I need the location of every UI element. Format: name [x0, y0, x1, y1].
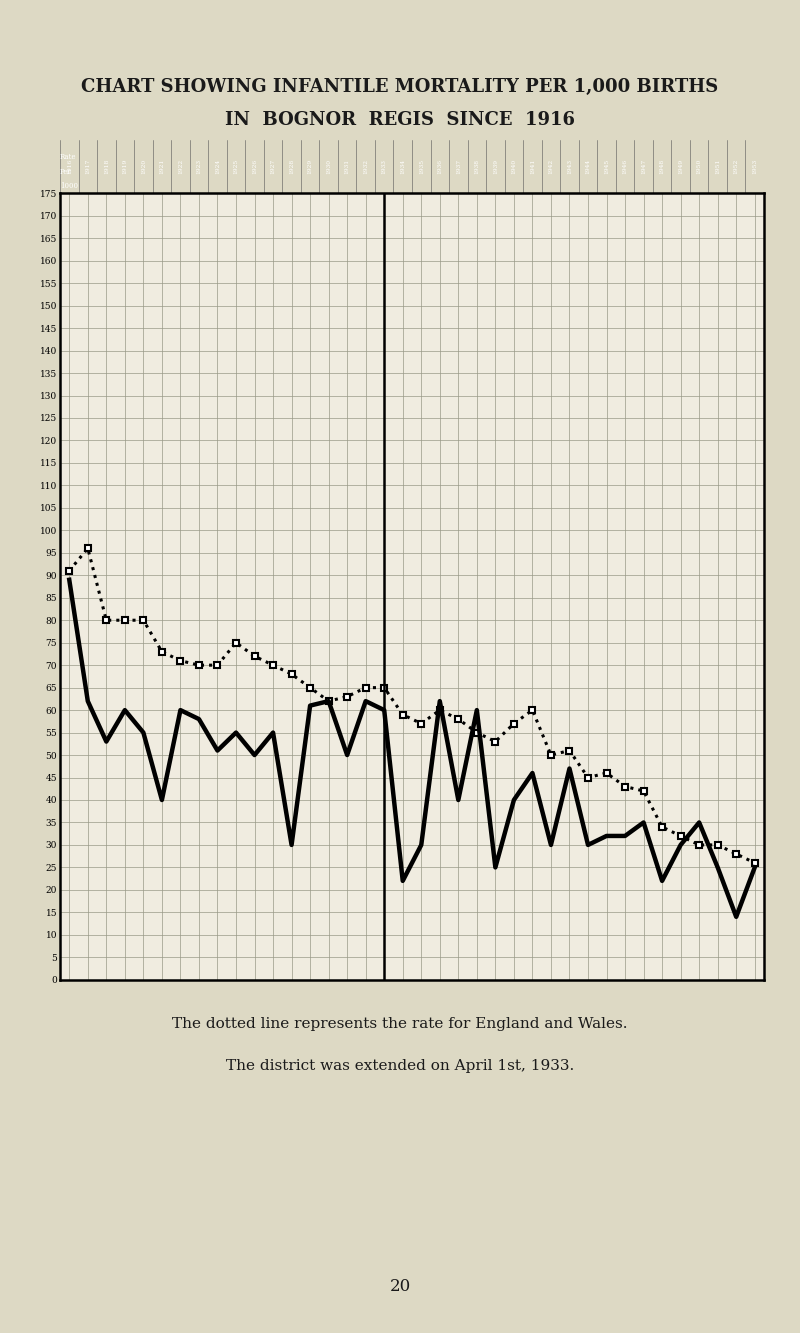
Text: 1916: 1916 [66, 159, 72, 175]
Text: 1934: 1934 [400, 159, 406, 175]
Text: 1929: 1929 [308, 159, 313, 175]
Text: 1925: 1925 [234, 159, 238, 175]
Text: The dotted line represents the rate for England and Wales.: The dotted line represents the rate for … [172, 1017, 628, 1030]
Text: 1935: 1935 [418, 159, 424, 175]
Text: 1933: 1933 [382, 159, 386, 175]
Text: 1922: 1922 [178, 159, 183, 175]
Text: 1952: 1952 [734, 159, 738, 175]
Text: 1941: 1941 [530, 159, 535, 175]
Text: 1938: 1938 [474, 159, 479, 175]
Text: 1926: 1926 [252, 159, 257, 175]
Text: 1917: 1917 [86, 159, 90, 175]
Text: 1946: 1946 [622, 159, 627, 175]
Text: 1939: 1939 [493, 159, 498, 175]
Text: 1943: 1943 [567, 159, 572, 175]
Text: 1945: 1945 [604, 159, 609, 175]
Text: 1928: 1928 [289, 159, 294, 175]
Text: 1942: 1942 [549, 159, 554, 175]
Text: 1930: 1930 [326, 159, 331, 175]
Text: The district was extended on April 1st, 1933.: The district was extended on April 1st, … [226, 1060, 574, 1073]
Text: 1918: 1918 [104, 159, 109, 175]
Text: 1924: 1924 [215, 159, 220, 175]
Text: 20: 20 [390, 1278, 410, 1294]
Text: Per: Per [60, 168, 72, 176]
Text: Rate: Rate [60, 153, 77, 161]
Text: IN  BOGNOR  REGIS  SINCE  1916: IN BOGNOR REGIS SINCE 1916 [225, 111, 575, 129]
Text: 1944: 1944 [586, 159, 590, 175]
Text: 1937: 1937 [456, 159, 461, 175]
Text: 1921: 1921 [159, 159, 164, 175]
Text: 1951: 1951 [715, 159, 720, 175]
Text: CHART SHOWING INFANTILE MORTALITY PER 1,000 BIRTHS: CHART SHOWING INFANTILE MORTALITY PER 1,… [82, 77, 718, 96]
Text: 1932: 1932 [363, 159, 368, 175]
Text: 1949: 1949 [678, 159, 683, 175]
Text: 1919: 1919 [122, 159, 127, 175]
Text: 1947: 1947 [641, 159, 646, 175]
Text: 1936: 1936 [438, 159, 442, 175]
Text: 1940: 1940 [511, 159, 516, 175]
Text: 1950: 1950 [697, 159, 702, 175]
Text: 1927: 1927 [270, 159, 275, 175]
Text: 1920: 1920 [141, 159, 146, 175]
Text: 1923: 1923 [197, 159, 202, 175]
Text: 1000: 1000 [60, 181, 78, 189]
Text: 1953: 1953 [752, 159, 758, 175]
Text: 1948: 1948 [660, 159, 665, 175]
Text: 1931: 1931 [345, 159, 350, 175]
